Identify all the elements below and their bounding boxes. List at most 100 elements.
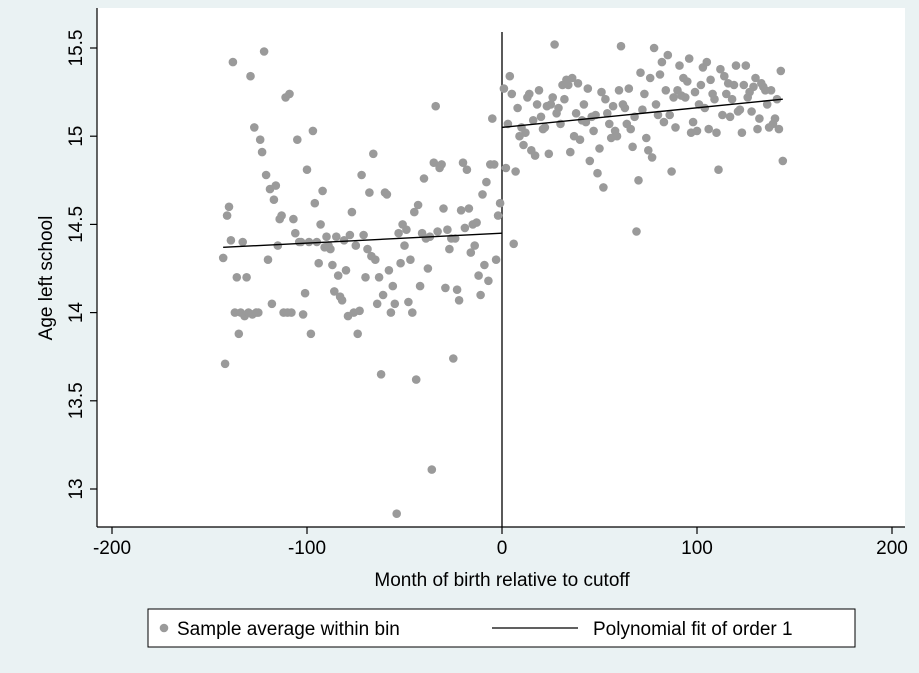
data-point (628, 142, 637, 152)
data-point (608, 101, 618, 111)
y-tick-label: 13.5 (66, 382, 87, 419)
data-point (495, 198, 505, 208)
data-point (402, 225, 411, 234)
data-point (445, 244, 454, 254)
data-point (755, 114, 764, 123)
data-point (482, 177, 491, 187)
data-point (222, 211, 232, 220)
data-point (488, 114, 497, 123)
data-point (489, 160, 499, 169)
data-point (710, 94, 719, 104)
data-point (690, 87, 700, 97)
data-point (626, 124, 635, 134)
x-axis: -200 -100 0 100 200 (93, 526, 908, 559)
data-point (423, 264, 433, 273)
data-point (612, 131, 622, 141)
y-tick-label: 15.5 (66, 30, 87, 67)
data-point (363, 244, 372, 254)
data-point (330, 287, 339, 296)
data-point (579, 100, 589, 109)
data-point (722, 89, 731, 99)
data-point (456, 206, 466, 215)
data-point (273, 241, 283, 250)
data-point (683, 77, 692, 86)
data-point (583, 84, 593, 93)
data-point (571, 109, 581, 118)
data-point (499, 84, 509, 93)
data-point (296, 237, 306, 247)
data-point (372, 299, 382, 309)
data-point (347, 207, 357, 217)
fit-line (223, 232, 503, 249)
data-point (532, 100, 542, 109)
data-point (378, 290, 388, 300)
data-point (293, 135, 302, 144)
data-point (700, 103, 710, 113)
data-point (714, 165, 723, 174)
data-point (253, 308, 263, 317)
data-point (595, 144, 604, 153)
data-point (507, 89, 517, 99)
x-tick-label: -200 (93, 538, 131, 559)
data-point (454, 296, 464, 305)
data-point (550, 40, 559, 49)
data-point (749, 82, 758, 92)
data-point (388, 281, 398, 291)
data-point (484, 276, 493, 286)
data-point (681, 93, 690, 102)
data-point (384, 266, 394, 275)
data-point (653, 110, 663, 120)
data-point (408, 308, 417, 317)
data-point (534, 86, 544, 95)
data-point (394, 228, 403, 238)
data-point (353, 329, 363, 339)
data-point (712, 128, 721, 137)
data-point (751, 73, 760, 83)
data-point (727, 94, 737, 104)
data-point (410, 207, 419, 217)
data-point (519, 140, 528, 150)
data-point (300, 288, 310, 298)
data-point (567, 73, 577, 83)
data-point (267, 299, 277, 309)
data-point (474, 271, 483, 280)
data-point (655, 70, 665, 79)
x-tick-label: 200 (876, 538, 908, 559)
data-point (573, 79, 583, 88)
data-point (318, 186, 327, 196)
legend-label-scatter: Sample average within bin (177, 619, 400, 640)
data-point (392, 509, 402, 518)
data-point (427, 465, 437, 474)
data-point (374, 273, 384, 282)
data-point (603, 109, 612, 118)
data-point (332, 232, 341, 241)
legend: Sample average within bin Polynomial fit… (147, 608, 856, 648)
data-point (669, 93, 678, 102)
data-point (308, 126, 318, 136)
data-point (480, 260, 489, 270)
data-point (404, 297, 413, 307)
data-point (411, 375, 421, 384)
data-point (415, 281, 425, 291)
y-axis-title: Age left school (36, 216, 57, 341)
data-point (234, 329, 244, 339)
data-point (560, 94, 569, 104)
data-point (328, 260, 337, 270)
data-point (770, 114, 780, 123)
data-point (441, 283, 450, 293)
data-point (259, 47, 269, 56)
data-point (452, 285, 462, 295)
data-point (464, 204, 474, 213)
data-point (665, 110, 674, 120)
data-point (355, 306, 364, 316)
data-point (774, 124, 784, 134)
data-point (659, 117, 669, 127)
data-point (345, 230, 355, 240)
data-point (431, 101, 441, 111)
data-point (632, 227, 641, 236)
data-point (649, 43, 659, 53)
data-point (433, 227, 442, 236)
data-point (554, 103, 563, 113)
legend-marker-scatter (159, 623, 169, 633)
